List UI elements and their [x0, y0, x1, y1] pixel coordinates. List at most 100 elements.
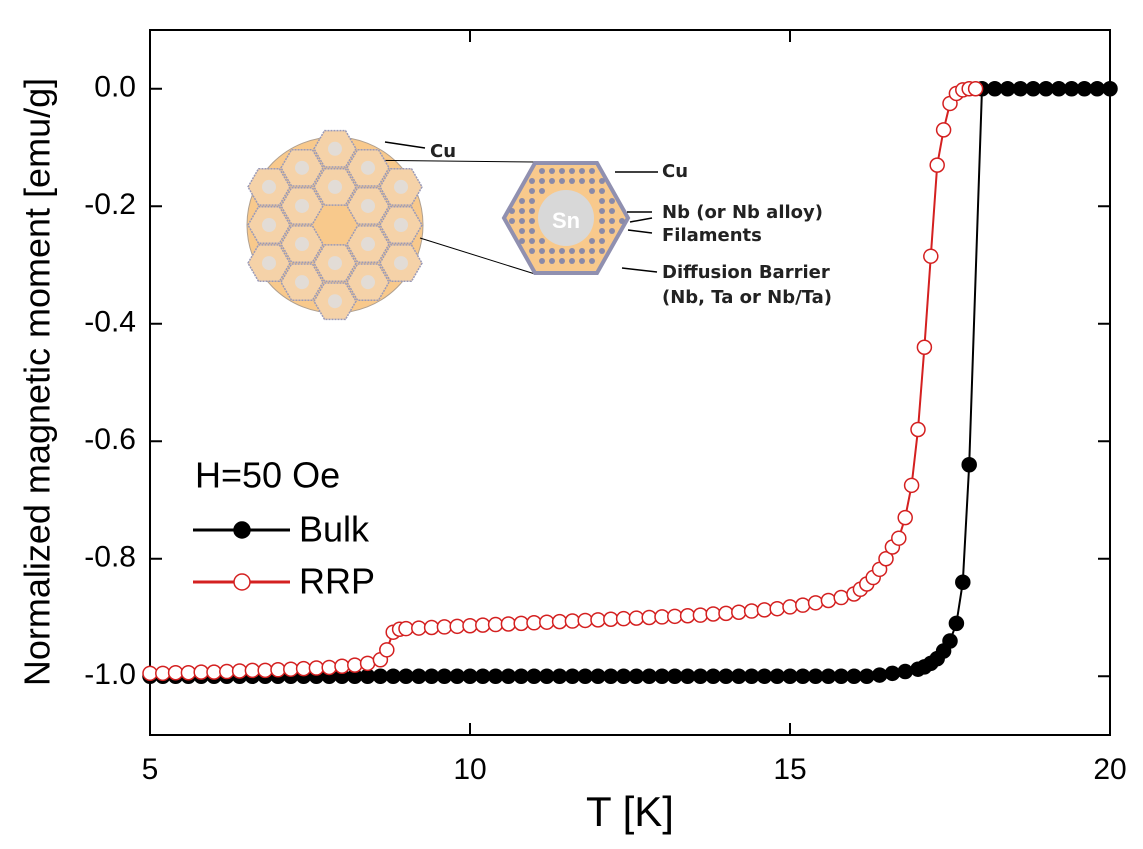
filament-dot [509, 218, 515, 224]
filament-dot [519, 198, 525, 204]
filament-dot [539, 168, 545, 174]
marker [193, 664, 209, 680]
filament-dot [519, 218, 525, 224]
x-tick-label: 10 [453, 753, 486, 786]
inset-diagram: Sn Cu Cu Nb (or Nb alloy) Filaments Diff… [246, 129, 832, 321]
filament-dot [599, 218, 605, 224]
marker [526, 668, 542, 684]
marker [903, 477, 920, 494]
marker [769, 600, 785, 617]
filament-dot [589, 168, 595, 174]
marker [590, 668, 606, 684]
marker [833, 668, 849, 684]
filament-dot [599, 188, 605, 194]
marker [961, 457, 977, 473]
filament-dot [579, 168, 585, 174]
legend-marker [233, 573, 251, 591]
mini-core [262, 256, 276, 271]
filament-dot [569, 248, 575, 254]
mini-core [295, 275, 309, 290]
marker [942, 633, 958, 649]
filament-dot [569, 258, 575, 264]
filament-dot [579, 258, 585, 264]
filament-dot [589, 258, 595, 264]
marker [398, 668, 414, 684]
y-axis-label: Normalized magnetic moment [emu/g] [17, 78, 58, 686]
filament-dot [539, 248, 545, 254]
legend-label: Bulk [299, 509, 370, 550]
filament-dot [599, 198, 605, 204]
marker [628, 668, 645, 684]
marker [436, 668, 453, 684]
filament-dot [609, 228, 615, 234]
filament-dot [559, 168, 565, 174]
marker [539, 668, 555, 684]
marker [967, 81, 984, 97]
filament-dot [549, 248, 555, 254]
marker [1076, 81, 1093, 97]
x-tick-label: 20 [1093, 753, 1126, 786]
filament-dot [529, 178, 535, 184]
mini-core [328, 294, 342, 309]
filament-dot [529, 238, 535, 244]
filament-dot [609, 218, 615, 224]
filament-dot [539, 258, 545, 264]
marker [359, 668, 376, 684]
filament-dot [609, 208, 615, 214]
marker [142, 665, 158, 682]
marker [359, 655, 376, 672]
marker [654, 609, 670, 625]
filament-dot [559, 248, 565, 254]
marker [180, 664, 197, 681]
arrow [629, 217, 653, 223]
marker [679, 668, 696, 684]
marker [551, 668, 568, 684]
marker [564, 613, 581, 629]
marker [270, 662, 286, 678]
marker [820, 592, 837, 609]
filament-dot [599, 208, 605, 214]
filament-dot [539, 238, 545, 244]
marker [449, 668, 465, 684]
marker [603, 611, 619, 628]
marker [654, 668, 670, 684]
mini-core [394, 179, 408, 194]
marker [1102, 81, 1118, 97]
marker [795, 668, 811, 684]
annotation: Cu [662, 161, 688, 182]
marker [756, 602, 773, 618]
marker [167, 664, 184, 681]
marker [257, 662, 273, 679]
arrow [627, 229, 653, 234]
marker [910, 421, 926, 438]
filament-dot [529, 248, 535, 254]
filament-dot [529, 208, 535, 214]
marker [897, 509, 913, 526]
marker [929, 157, 945, 173]
legend-marker [233, 521, 251, 539]
y-tick-label: -0.8 [84, 541, 136, 574]
marker [743, 603, 760, 619]
marker [782, 599, 798, 615]
filament-dot [529, 188, 535, 194]
filament-dot [529, 228, 535, 234]
filament-dot [509, 208, 515, 214]
y-tick-label: -1.0 [84, 658, 136, 691]
marker [513, 668, 529, 684]
marker [462, 668, 478, 684]
filament-dot [589, 178, 595, 184]
marker [526, 615, 542, 631]
marker [347, 657, 363, 673]
x-tick-label: 5 [142, 753, 159, 786]
filament-dot [579, 178, 585, 184]
filament-dot [599, 248, 605, 254]
marker [308, 660, 325, 676]
legend-label: RRP [299, 561, 375, 602]
y-tick-label: -0.6 [84, 423, 136, 456]
mini-core [361, 275, 375, 290]
mini-core [361, 237, 375, 252]
marker [577, 668, 593, 684]
filament-dot [549, 178, 555, 184]
mini-core [361, 160, 375, 175]
marker [820, 668, 837, 684]
